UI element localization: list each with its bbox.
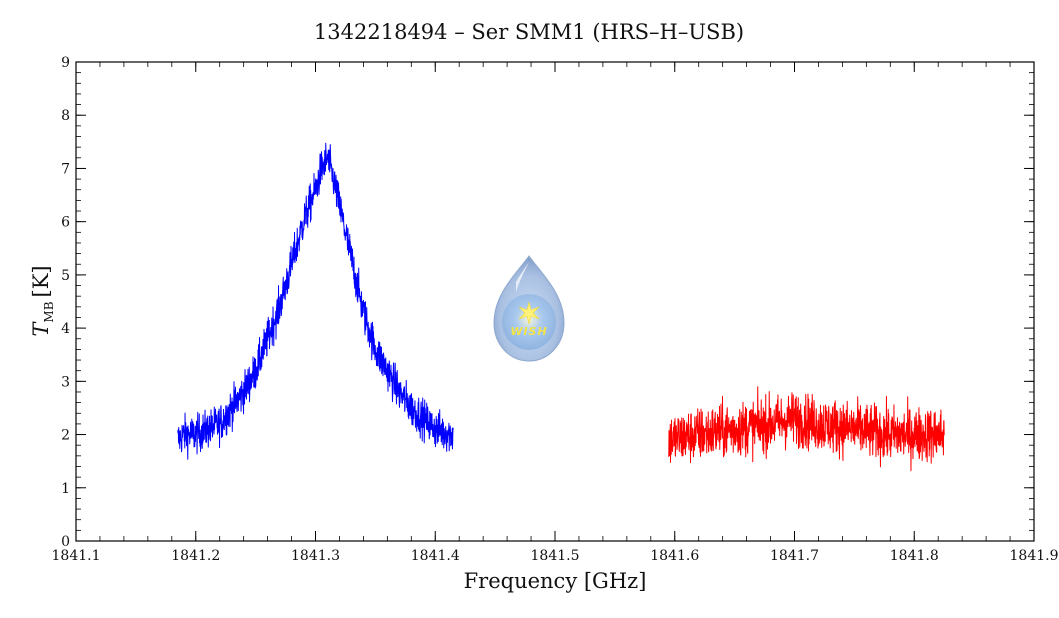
y-tick-label: 1 [61, 481, 70, 497]
y-tick-label: 3 [61, 374, 70, 390]
x-tick-label: 1841.7 [770, 548, 819, 564]
y-label-symbol: T [29, 321, 53, 337]
y-tick-label: 4 [61, 321, 70, 337]
y-label-units: [K] [29, 265, 53, 297]
series-line-0 [177, 142, 454, 460]
x-tick-label: 1841.6 [650, 548, 699, 564]
y-tick-label: 0 [61, 534, 70, 550]
y-axis-label: TMB [K] [29, 265, 56, 336]
y-tick-label: 6 [61, 215, 70, 231]
y-axis-ticks: 0 1 2 3 4 5 6 7 8 9 [61, 55, 1034, 550]
x-tick-label: 1841.1 [52, 548, 101, 564]
x-axis-ticks: 1841.1 1841.2 1841.3 1841.4 1841.5 1841.6 1841… [52, 62, 1059, 564]
y-tick-label: 9 [61, 55, 70, 71]
x-tick-label: 1841.2 [171, 548, 220, 564]
chart-title: 1342218494 – Ser SMM1 (HRS–H–USB) [314, 20, 744, 44]
x-tick-label: 1841.8 [890, 548, 939, 564]
y-label-subscript: MB [42, 301, 56, 322]
logo-text: WISH [510, 325, 547, 338]
star-icon [518, 301, 540, 325]
x-tick-label: 1841.9 [1010, 548, 1059, 564]
y-tick-label: 5 [61, 268, 70, 284]
x-tick-label: 1841.3 [291, 548, 340, 564]
y-tick-label: 8 [61, 108, 70, 124]
x-tick-label: 1841.4 [411, 548, 460, 564]
series-layer [177, 142, 945, 472]
series-line-1 [668, 386, 945, 472]
x-axis-label: Frequency [GHz] [464, 569, 647, 593]
svg-text:TMB[K]: TMB [K] [29, 265, 56, 336]
y-tick-label: 7 [61, 161, 70, 177]
y-tick-label: 2 [61, 428, 70, 444]
wish-logo: WISH [493, 255, 565, 362]
x-tick-label: 1841.5 [531, 548, 580, 564]
